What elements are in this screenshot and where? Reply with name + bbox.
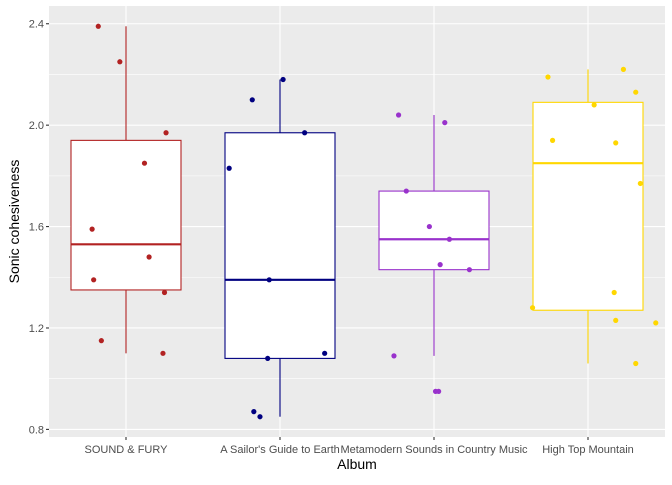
y-tick-label: 1.6 xyxy=(29,222,44,234)
data-point xyxy=(436,389,441,394)
data-point xyxy=(147,254,152,259)
data-point xyxy=(160,351,165,356)
data-point xyxy=(592,102,597,107)
data-point xyxy=(633,90,638,95)
data-point xyxy=(91,277,96,282)
x-tick-label: Metamodern Sounds in Country Music xyxy=(340,444,528,456)
data-point xyxy=(621,67,626,72)
data-point xyxy=(613,140,618,145)
data-point xyxy=(550,138,555,143)
y-tick-label: 1.2 xyxy=(29,323,44,335)
y-axis-title: Sonic cohesiveness xyxy=(6,160,22,284)
data-point xyxy=(227,166,232,171)
data-point xyxy=(442,120,447,125)
data-point xyxy=(633,361,638,366)
data-point xyxy=(142,161,147,166)
x-tick-label: A Sailor's Guide to Earth xyxy=(220,444,340,456)
data-point xyxy=(447,237,452,242)
data-point xyxy=(404,188,409,193)
data-point xyxy=(613,318,618,323)
data-point xyxy=(467,267,472,272)
data-point xyxy=(391,353,396,358)
data-point xyxy=(653,320,658,325)
y-axis-ticks: 0.8 1.2 1.6 2.0 2.4 xyxy=(29,19,49,437)
box xyxy=(533,102,643,310)
box xyxy=(379,191,489,270)
data-point xyxy=(99,338,104,343)
data-point xyxy=(438,262,443,267)
data-point xyxy=(117,59,122,64)
data-point xyxy=(257,414,262,419)
x-axis-ticks: SOUND & FURY A Sailor's Guide to Earth Met… xyxy=(85,437,634,456)
y-tick-label: 0.8 xyxy=(29,424,44,436)
data-point xyxy=(396,112,401,117)
data-point xyxy=(251,409,256,414)
y-tick-label: 2.0 xyxy=(29,120,44,132)
x-tick-label: High Top Mountain xyxy=(542,444,634,456)
data-point xyxy=(427,224,432,229)
data-point xyxy=(302,130,307,135)
data-point xyxy=(545,74,550,79)
data-point xyxy=(90,227,95,232)
data-point xyxy=(162,290,167,295)
data-point xyxy=(96,24,101,29)
data-point xyxy=(280,77,285,82)
y-tick-label: 2.4 xyxy=(29,19,44,31)
box xyxy=(225,133,335,359)
data-point xyxy=(265,356,270,361)
box xyxy=(71,140,181,290)
data-point xyxy=(267,277,272,282)
data-point xyxy=(638,181,643,186)
data-point xyxy=(322,351,327,356)
x-axis-title: Album xyxy=(337,456,377,472)
data-point xyxy=(530,305,535,310)
data-point xyxy=(612,290,617,295)
x-tick-label: SOUND & FURY xyxy=(85,444,169,456)
data-point xyxy=(163,130,168,135)
data-point xyxy=(250,97,255,102)
